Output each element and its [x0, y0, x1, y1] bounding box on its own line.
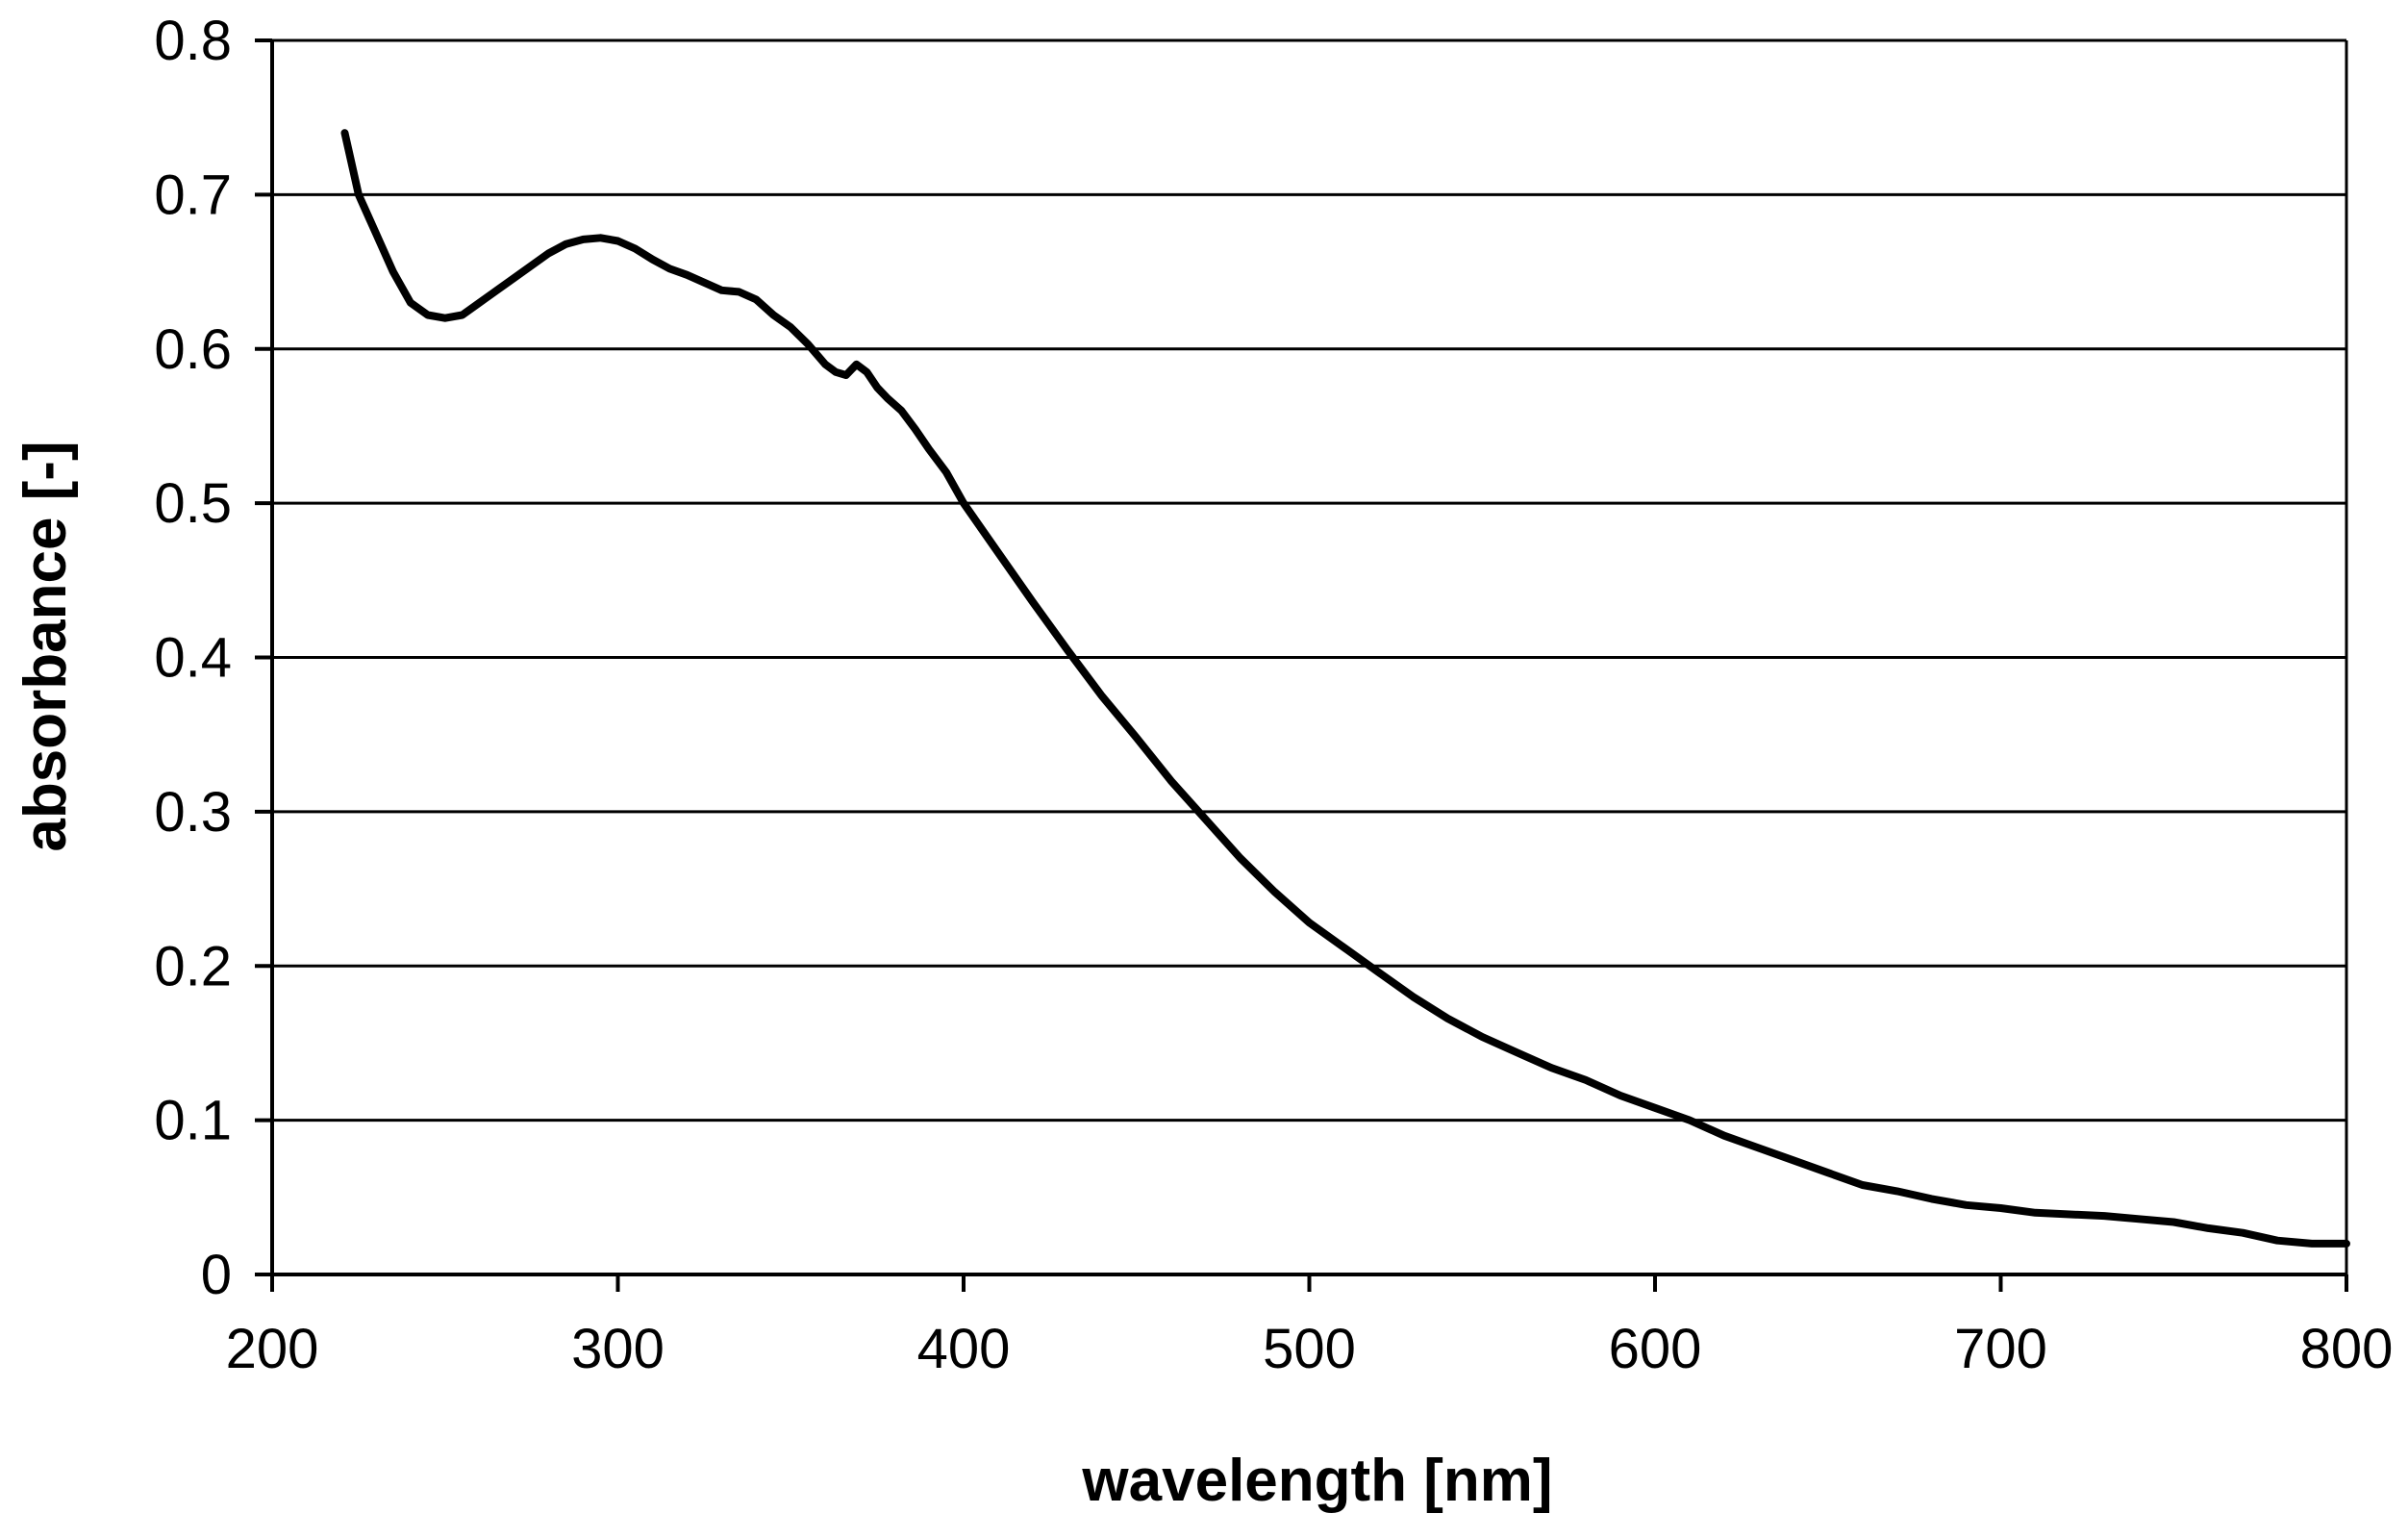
x-tick-label-4: 600	[1609, 1318, 1702, 1380]
x-tick-label-1: 300	[571, 1318, 665, 1380]
ticks: 0 0.1 0.2 0.3 0.4 0.5 0.6 0.7 0.8 200 300 400 500 600…	[154, 10, 2393, 1380]
y-tick-label-7: 0.7	[154, 164, 232, 226]
y-axis-title: absorbance [-]	[13, 441, 79, 851]
y-tick-label-8: 0.8	[154, 10, 232, 72]
y-tick-label-1: 0.1	[154, 1090, 232, 1152]
series	[340, 129, 2350, 1248]
y-tick-label-5: 0.5	[154, 472, 232, 535]
series-line-0	[340, 129, 2350, 1248]
x-tick-label-0: 200	[226, 1318, 319, 1380]
y-tick-label-0: 0	[201, 1244, 232, 1306]
x-tick-label-2: 400	[917, 1318, 1011, 1380]
x-axis-title: wavelength [nm]	[1081, 1448, 1552, 1514]
x-tick-label-5: 700	[1954, 1318, 2047, 1380]
y-tick-label-2: 0.2	[154, 935, 232, 997]
y-tick-label-6: 0.6	[154, 318, 232, 381]
x-tick-label-3: 500	[1263, 1318, 1356, 1380]
y-tick-label-4: 0.4	[154, 627, 232, 690]
gridlines	[272, 38, 2346, 1123]
x-tick-label-6: 800	[2300, 1318, 2394, 1380]
y-tick-label-3: 0.3	[154, 781, 232, 844]
